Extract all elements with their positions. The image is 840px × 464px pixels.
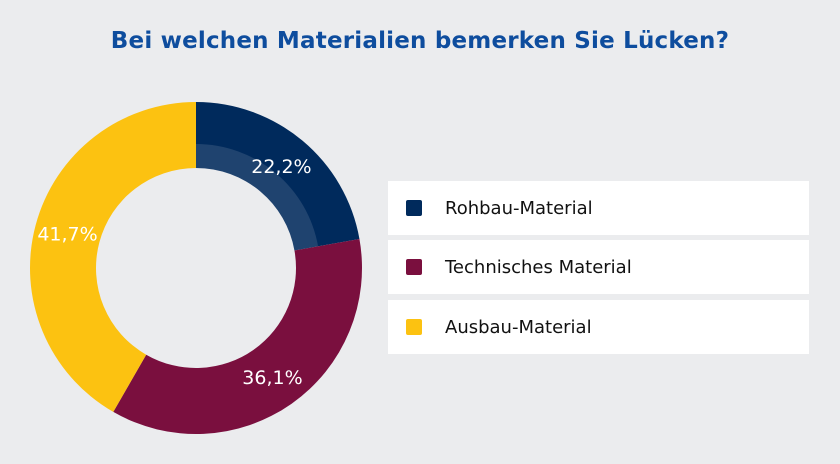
data-label-1: 36,1% (242, 367, 302, 389)
legend-label: Technisches Material (445, 256, 632, 278)
chart-title: Bei welchen Materialien bemerken Sie Lüc… (110, 28, 730, 54)
legend-label: Ausbau-Material (445, 316, 592, 338)
legend-swatch (406, 200, 422, 216)
legend-swatch (406, 259, 422, 275)
legend-item: Ausbau-Material (388, 300, 809, 354)
donut-slice-inner-shade (196, 144, 319, 251)
legend-item: Technisches Material (388, 240, 809, 294)
donut-slice-1 (113, 238, 363, 435)
donut-slice-0 (196, 102, 360, 251)
legend-label: Rohbau-Material (445, 197, 593, 219)
data-label-2: 41,7% (37, 224, 97, 246)
legend-swatch (406, 319, 422, 335)
legend-item: Rohbau-Material (388, 181, 809, 235)
donut-slice-2 (29, 102, 197, 412)
data-label-0: 22,2% (251, 156, 311, 178)
